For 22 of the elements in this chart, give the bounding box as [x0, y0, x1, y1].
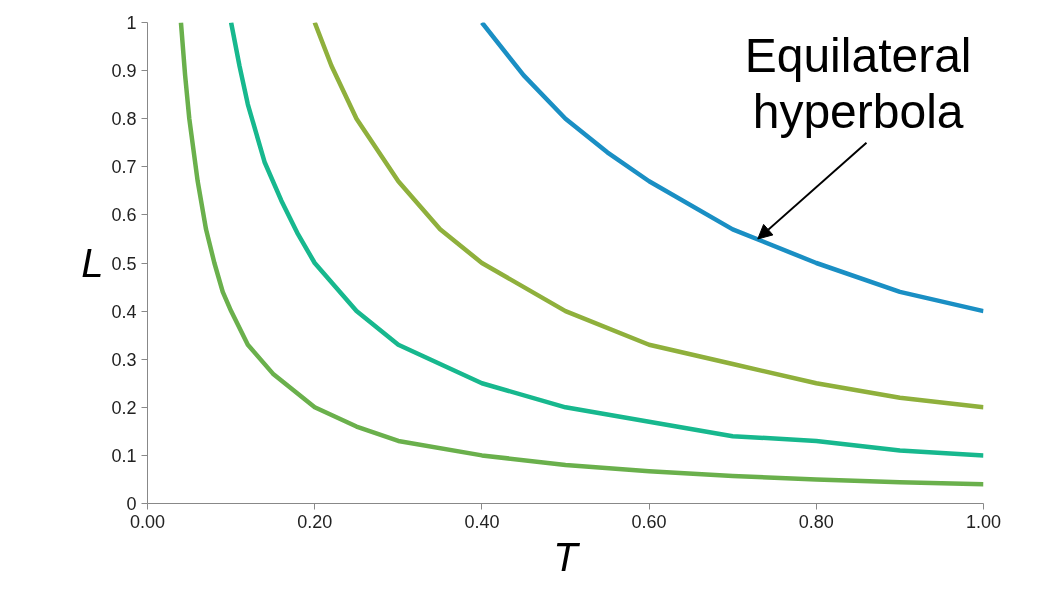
- y-tick-label: 0.1: [111, 445, 137, 466]
- x-tick-label: 0.40: [464, 511, 500, 532]
- y-tick-label: 0.6: [111, 205, 137, 226]
- y-tick-label: 0.7: [111, 157, 137, 178]
- y-tick-label: 0.9: [111, 61, 137, 82]
- line-series: [479, 22, 984, 314]
- y-tick-label: 0.4: [111, 301, 137, 322]
- x-tick-label: 1.00: [965, 511, 1002, 532]
- y-tick-label: 0.2: [111, 397, 137, 418]
- line-series: [312, 22, 984, 410]
- x-tick-label: 0.80: [798, 511, 834, 532]
- x-tick-label: 0.00: [129, 511, 166, 532]
- y-axis-title: L: [81, 241, 104, 285]
- annotation: Equilateral hyperbola: [744, 29, 972, 138]
- x-tick-label: 0.20: [297, 511, 333, 532]
- y-tick-label: 1: [126, 13, 137, 33]
- y-tick-label: 0.3: [111, 349, 137, 370]
- x-tick-label: 0.60: [631, 511, 667, 532]
- y-tick-label: 0.5: [111, 253, 137, 274]
- x-axis-title: T: [553, 534, 581, 579]
- y-tick-label: 0: [126, 494, 137, 514]
- y-tick-label: 0.8: [111, 109, 137, 130]
